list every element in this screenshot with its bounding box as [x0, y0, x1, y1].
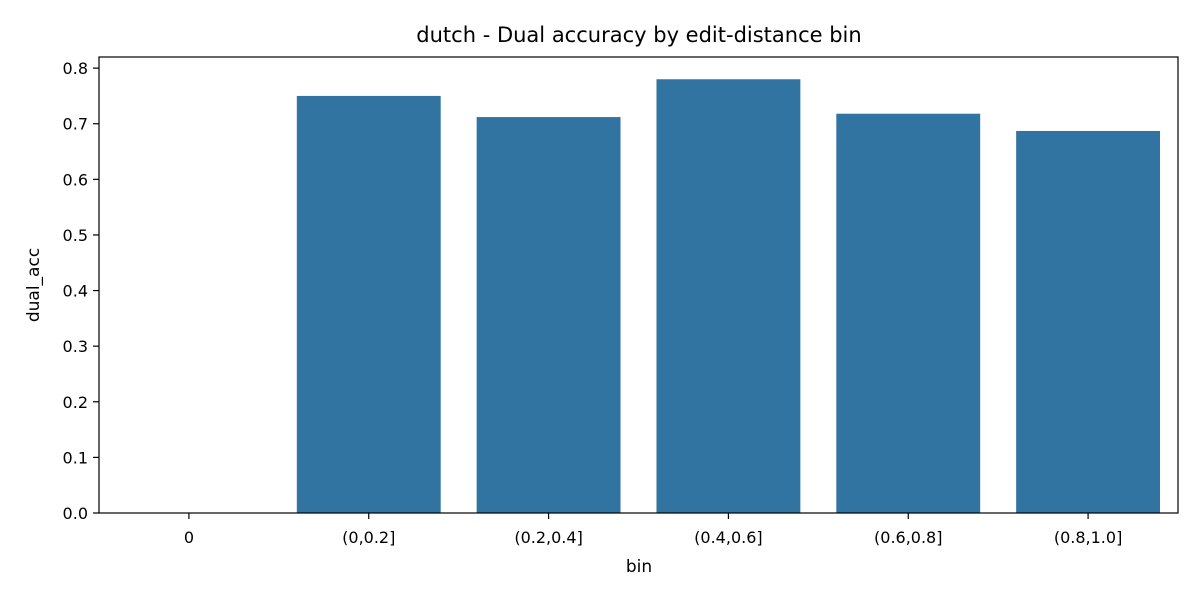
x-tick-label: (0.6,0.8] — [874, 528, 942, 547]
plot-frame — [98, 56, 1179, 514]
y-tick-label: 0.5 — [63, 226, 88, 245]
x-axis: 0 (0,0.2] (0.2,0.4] (0.4,0.6] (0.6,0.8] (0.8,… — [184, 513, 1122, 547]
x-tick-label: 0 — [184, 528, 194, 547]
y-tick-label: 0.3 — [63, 337, 88, 356]
y-axis-label: dual_acc — [24, 248, 44, 322]
x-tick-label: (0,0.2] — [342, 528, 395, 547]
y-tick-label: 0.0 — [63, 504, 88, 523]
bar-3 — [656, 79, 801, 514]
x-tick-label: (0.8,1.0] — [1054, 528, 1122, 547]
y-tick-label: 0.2 — [63, 393, 88, 412]
y-tick-label: 0.6 — [63, 170, 88, 189]
chart-title: dutch - Dual accuracy by edit-distance b… — [416, 23, 861, 47]
y-tick-label: 0.7 — [63, 115, 88, 134]
bar-5 — [1016, 130, 1161, 513]
y-tick-label: 0.8 — [63, 59, 88, 78]
y-tick-label: 0.4 — [63, 282, 88, 301]
y-tick-label: 0.1 — [63, 448, 88, 467]
y-axis: 0.0 0.1 0.2 0.3 0.4 0.5 0.6 0.7 0.8 — [63, 59, 99, 523]
x-tick-label: (0.2,0.4] — [514, 528, 582, 547]
bar-4 — [836, 113, 981, 513]
bar-2 — [476, 117, 621, 513]
bars-group — [296, 79, 1161, 514]
x-tick-label: (0.4,0.6] — [694, 528, 762, 547]
x-axis-label: bin — [626, 557, 652, 577]
bar-1 — [296, 95, 441, 514]
